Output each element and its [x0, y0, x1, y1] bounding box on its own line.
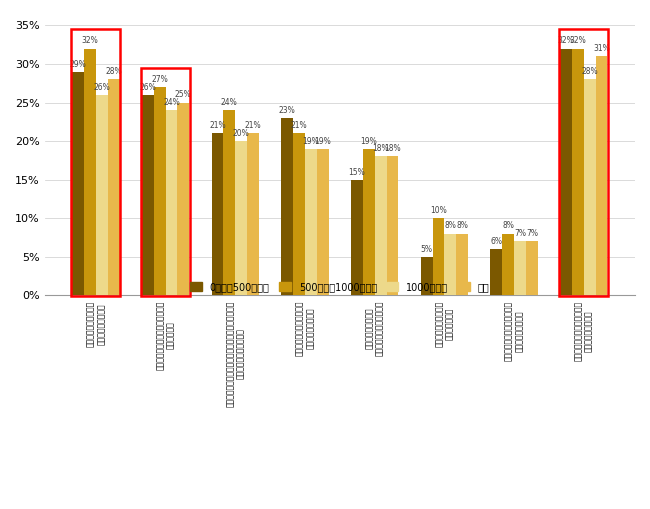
Text: 15%: 15%	[348, 167, 365, 177]
Bar	[387, 156, 398, 295]
Bar	[72, 30, 120, 296]
Bar	[595, 56, 608, 295]
Text: 27%: 27%	[151, 75, 168, 84]
Text: 6%: 6%	[490, 237, 502, 246]
Bar	[177, 102, 189, 295]
Text: 24%: 24%	[163, 98, 180, 107]
Bar	[235, 141, 247, 295]
Bar	[153, 87, 166, 295]
Text: 7%: 7%	[514, 229, 526, 238]
Bar	[502, 234, 514, 295]
Bar	[108, 79, 120, 295]
Text: 31%: 31%	[593, 44, 610, 53]
Bar	[432, 218, 445, 295]
Text: 21%: 21%	[244, 121, 261, 130]
Text: 32%: 32%	[569, 37, 586, 45]
Text: 19%: 19%	[302, 137, 319, 146]
Text: 5%: 5%	[421, 245, 433, 253]
Bar	[445, 234, 456, 295]
Text: 18%: 18%	[372, 145, 389, 153]
Text: 24%: 24%	[221, 98, 238, 107]
Text: 21%: 21%	[291, 121, 307, 130]
Bar	[514, 241, 526, 295]
Text: 18%: 18%	[384, 145, 401, 153]
Bar	[363, 149, 374, 295]
Bar	[526, 241, 538, 295]
Text: 26%: 26%	[94, 83, 110, 92]
Bar	[166, 110, 177, 295]
Bar	[584, 79, 595, 295]
Text: 21%: 21%	[209, 121, 226, 130]
Text: 32%: 32%	[558, 37, 575, 45]
Bar	[456, 234, 468, 295]
Bar	[224, 110, 235, 295]
Text: 26%: 26%	[139, 83, 156, 92]
Text: 10%: 10%	[430, 206, 447, 215]
Bar	[490, 249, 502, 295]
Bar	[374, 156, 387, 295]
Bar	[141, 68, 190, 296]
Bar	[421, 257, 432, 295]
Bar	[351, 180, 363, 295]
Bar	[560, 30, 608, 296]
Bar	[281, 118, 293, 295]
Bar	[572, 48, 584, 295]
Text: 32%: 32%	[81, 37, 98, 45]
Text: 28%: 28%	[581, 67, 598, 76]
Text: 8%: 8%	[502, 221, 514, 231]
Bar	[84, 48, 96, 295]
Text: 20%: 20%	[233, 129, 250, 138]
Bar	[72, 72, 84, 295]
Text: 19%: 19%	[315, 137, 331, 146]
Text: 25%: 25%	[175, 91, 192, 99]
Bar	[247, 133, 259, 295]
Text: 7%: 7%	[526, 229, 538, 238]
Bar	[317, 149, 329, 295]
Text: 19%: 19%	[360, 137, 377, 146]
Bar	[96, 95, 108, 295]
Text: 23%: 23%	[279, 106, 296, 115]
Text: 8%: 8%	[445, 221, 456, 231]
Text: 8%: 8%	[456, 221, 468, 231]
Legend: 0人以上500人未満, 500人以上1000人未満, 1000人以上, 全体: 0人以上500人未満, 500人以上1000人未満, 1000人以上, 全体	[187, 278, 493, 296]
Text: 28%: 28%	[105, 67, 122, 76]
Bar	[142, 95, 153, 295]
Bar	[305, 149, 317, 295]
Bar	[560, 48, 572, 295]
Bar	[293, 133, 305, 295]
Bar	[211, 133, 224, 295]
Text: 29%: 29%	[70, 60, 86, 69]
